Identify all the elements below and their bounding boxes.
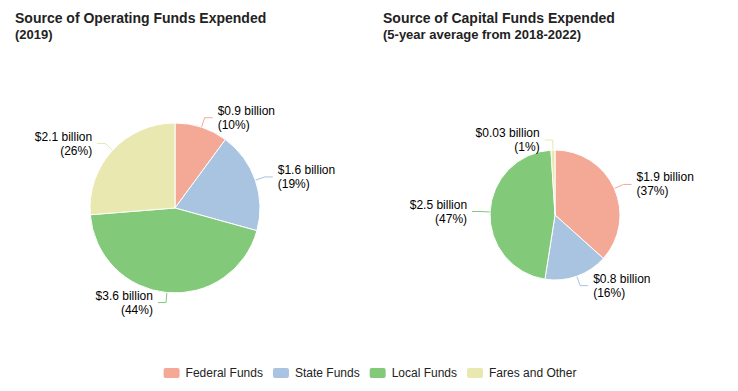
svg-text:$2.1 billion: $2.1 billion	[35, 130, 92, 144]
svg-text:(44%): (44%)	[121, 303, 153, 317]
svg-text:(2019): (2019)	[15, 27, 53, 42]
svg-text:(5-year average from 2018-2022: (5-year average from 2018-2022)	[383, 27, 581, 42]
svg-text:Source of Capital Funds Expend: Source of Capital Funds Expended	[383, 10, 615, 26]
svg-text:$0.8 billion: $0.8 billion	[593, 272, 650, 286]
svg-text:$0.9 billion: $0.9 billion	[218, 104, 275, 118]
svg-text:$1.9 billion: $1.9 billion	[636, 170, 693, 184]
svg-text:(1%): (1%)	[514, 140, 539, 154]
svg-text:(19%): (19%)	[278, 177, 310, 191]
svg-text:(37%): (37%)	[636, 184, 668, 198]
svg-text:Local Funds: Local Funds	[392, 366, 457, 380]
svg-text:$3.6 billion: $3.6 billion	[96, 289, 153, 303]
svg-text:Federal Funds: Federal Funds	[186, 366, 263, 380]
svg-text:$1.6 billion: $1.6 billion	[278, 163, 335, 177]
svg-text:$2.5 billion: $2.5 billion	[410, 198, 467, 212]
svg-text:(16%): (16%)	[593, 286, 625, 300]
svg-text:(26%): (26%)	[60, 144, 92, 158]
svg-text:(10%): (10%)	[218, 118, 250, 132]
svg-text:State Funds: State Funds	[295, 366, 360, 380]
svg-text:Source of Operating Funds Expe: Source of Operating Funds Expended	[15, 10, 266, 26]
svg-text:(47%): (47%)	[435, 212, 467, 226]
svg-text:Fares and Other: Fares and Other	[489, 366, 576, 380]
svg-text:$0.03 billion: $0.03 billion	[476, 126, 540, 140]
